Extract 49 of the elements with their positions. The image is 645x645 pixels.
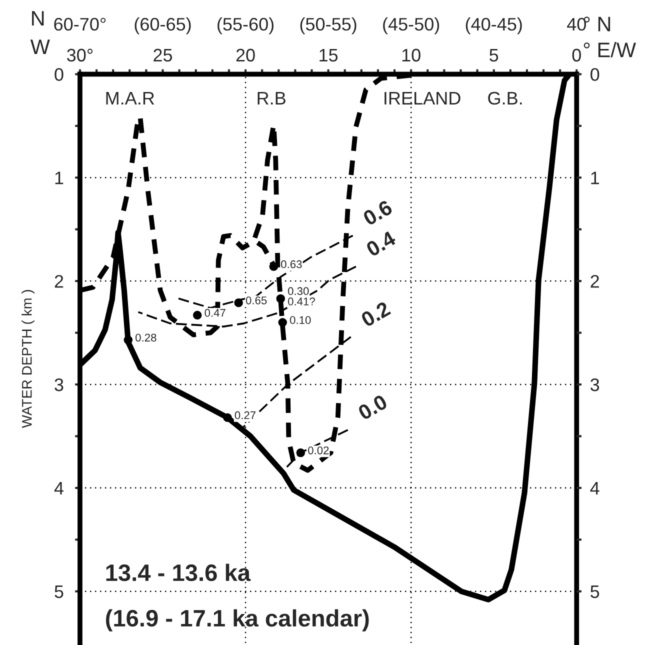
y-tick-label: 3 xyxy=(54,378,64,392)
annotation: 13.4 - 13.6 ka xyxy=(106,564,251,582)
text: 0.4 xyxy=(365,230,397,258)
text: 0.6 xyxy=(362,200,394,226)
text: W xyxy=(30,40,50,54)
x-axis-title: ° E/W xyxy=(584,42,636,58)
annotation: M.A.R xyxy=(106,92,154,104)
x-tick-label: 10 xyxy=(402,48,420,62)
annotation: R.B xyxy=(258,92,286,104)
y2-tick-label: 5 xyxy=(590,585,600,598)
text: (45-50) xyxy=(383,17,440,34)
text: (50-55) xyxy=(300,17,356,34)
y-tick-label: 4 xyxy=(54,482,64,494)
y-tick-label: 0 xyxy=(54,68,64,81)
annotation: G.B. xyxy=(488,92,522,105)
x-tick-label: 20 xyxy=(236,48,255,62)
text: (40-45) xyxy=(466,17,522,34)
annotation: 0.10 xyxy=(290,316,311,324)
text: N xyxy=(32,11,44,26)
annotation: 0.65 xyxy=(246,296,267,304)
text: (55-60) xyxy=(218,17,274,34)
y-tick-label: 1 xyxy=(55,172,64,184)
annotation: 0.47 xyxy=(204,308,226,317)
annotation: (16.9 - 17.1 ka calendar) xyxy=(106,609,369,632)
x-tick-label: 5 xyxy=(490,48,498,62)
y2-tick-label: 0 xyxy=(590,68,600,81)
annotation: 0.27 xyxy=(234,411,256,420)
y-axis-title: WATER DEPTH ( km ) xyxy=(22,290,35,428)
x-tick-label: 30° xyxy=(67,48,93,62)
y2-tick-label: 2 xyxy=(590,274,599,288)
x-tick-label: 25 xyxy=(154,48,172,62)
text: 60-70° xyxy=(54,18,106,31)
text: 0.2 xyxy=(360,300,392,328)
annotation: 0.28 xyxy=(136,334,156,342)
y-tick-label: 5 xyxy=(54,585,64,598)
annotation: 0.02 xyxy=(308,446,329,454)
y2-tick-label: 4 xyxy=(590,482,600,494)
x-tick-label: 15 xyxy=(320,48,338,62)
text: (60-65) xyxy=(134,17,191,34)
y2-tick-label: 3 xyxy=(590,378,600,392)
y-tick-label: 2 xyxy=(54,274,64,288)
x-tick-label: 0 xyxy=(572,48,581,62)
text: 0.0 xyxy=(357,394,388,420)
text: 40 xyxy=(567,18,586,31)
annotation: 0.41? xyxy=(288,298,315,306)
y2-tick-label: 1 xyxy=(591,172,599,184)
annotation: 0.30 xyxy=(288,287,309,296)
annotation: 0.63 xyxy=(281,260,302,268)
annotation: IRELAND xyxy=(384,92,460,104)
